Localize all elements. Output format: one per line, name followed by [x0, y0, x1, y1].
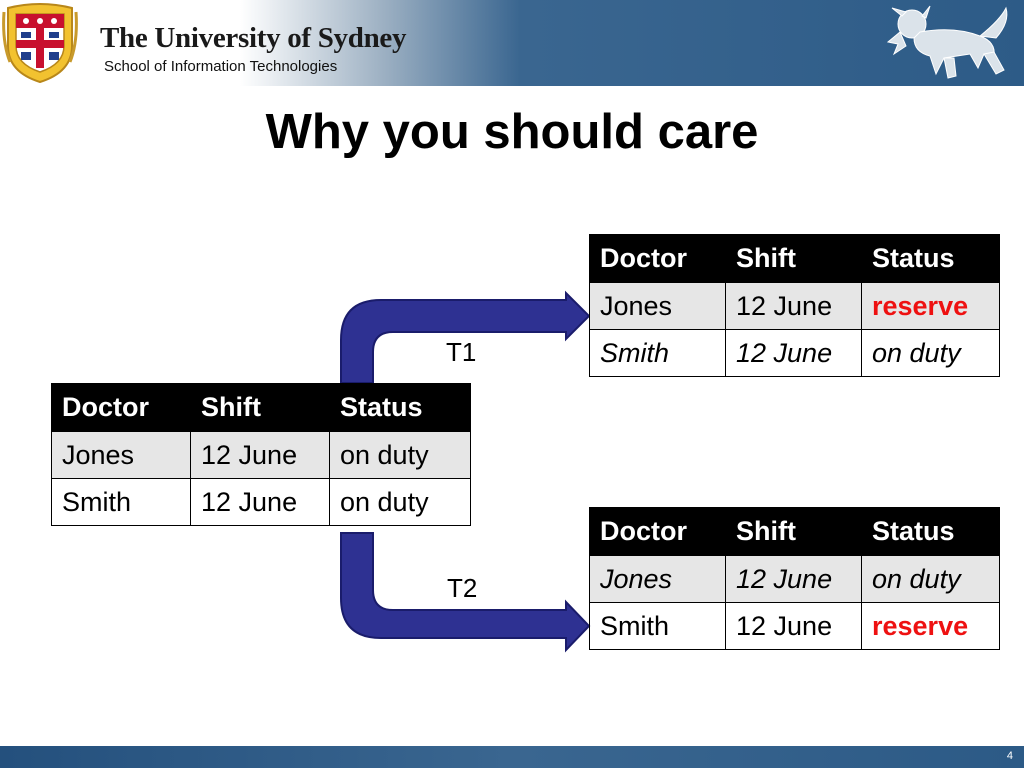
shift-cell: 12 June: [190, 478, 330, 526]
page-number: 4: [1006, 750, 1013, 762]
shift-cell: 12 June: [725, 555, 862, 603]
shift-cell: 12 June: [725, 282, 862, 330]
column-header-shift: Shift: [725, 507, 862, 556]
table-header-row: Doctor Shift Status: [589, 234, 1000, 283]
column-header-shift: Shift: [725, 234, 862, 283]
column-header-status: Status: [861, 234, 1000, 283]
doctor-cell: Jones: [589, 555, 726, 603]
table-header-row: Doctor Shift Status: [51, 383, 471, 432]
table-row: Jones 12 June on duty: [51, 431, 471, 479]
original-table: Doctor Shift Status Jones 12 June on dut…: [51, 383, 471, 526]
school-name: School of Information Technologies: [104, 58, 338, 75]
status-cell: on duty: [861, 329, 1000, 377]
status-cell-changed: reserve: [861, 282, 1000, 330]
table-row: Jones 12 June on duty: [589, 555, 1000, 603]
table-row: Smith 12 June on duty: [589, 329, 1000, 377]
university-crest-icon: [2, 3, 78, 84]
column-header-doctor: Doctor: [51, 383, 191, 432]
after-t2-table: Doctor Shift Status Jones 12 June on dut…: [589, 507, 1000, 650]
status-cell: on duty: [329, 478, 471, 526]
table-row: Smith 12 June on duty: [51, 478, 471, 526]
column-header-status: Status: [329, 383, 471, 432]
status-cell-changed: reserve: [861, 602, 1000, 650]
doctor-cell: Smith: [51, 478, 191, 526]
table-row: Smith 12 June reserve: [589, 602, 1000, 650]
slide-title: Why you should care: [265, 105, 759, 159]
column-header-shift: Shift: [190, 383, 330, 432]
column-header-doctor: Doctor: [589, 507, 726, 556]
shift-cell: 12 June: [725, 329, 862, 377]
table-row: Jones 12 June reserve: [589, 282, 1000, 330]
t2-label: T2: [447, 573, 478, 603]
doctor-cell: Jones: [589, 282, 726, 330]
heraldic-lion-icon: [886, 5, 1008, 79]
column-header-doctor: Doctor: [589, 234, 726, 283]
doctor-cell: Jones: [51, 431, 191, 479]
t1-label: T1: [446, 337, 477, 367]
doctor-cell: Smith: [589, 602, 726, 650]
header-banner: The University of Sydney School of Infor…: [0, 0, 1024, 86]
table-header-row: Doctor Shift Status: [589, 507, 1000, 556]
after-t1-table: Doctor Shift Status Jones 12 June reserv…: [589, 234, 1000, 377]
status-cell: on duty: [329, 431, 471, 479]
university-name: The University of Sydney: [100, 22, 407, 54]
shift-cell: 12 June: [190, 431, 330, 479]
doctor-cell: Smith: [589, 329, 726, 377]
column-header-status: Status: [861, 507, 1000, 556]
footer-banner: 4: [0, 746, 1024, 768]
shift-cell: 12 June: [725, 602, 862, 650]
status-cell: on duty: [861, 555, 1000, 603]
